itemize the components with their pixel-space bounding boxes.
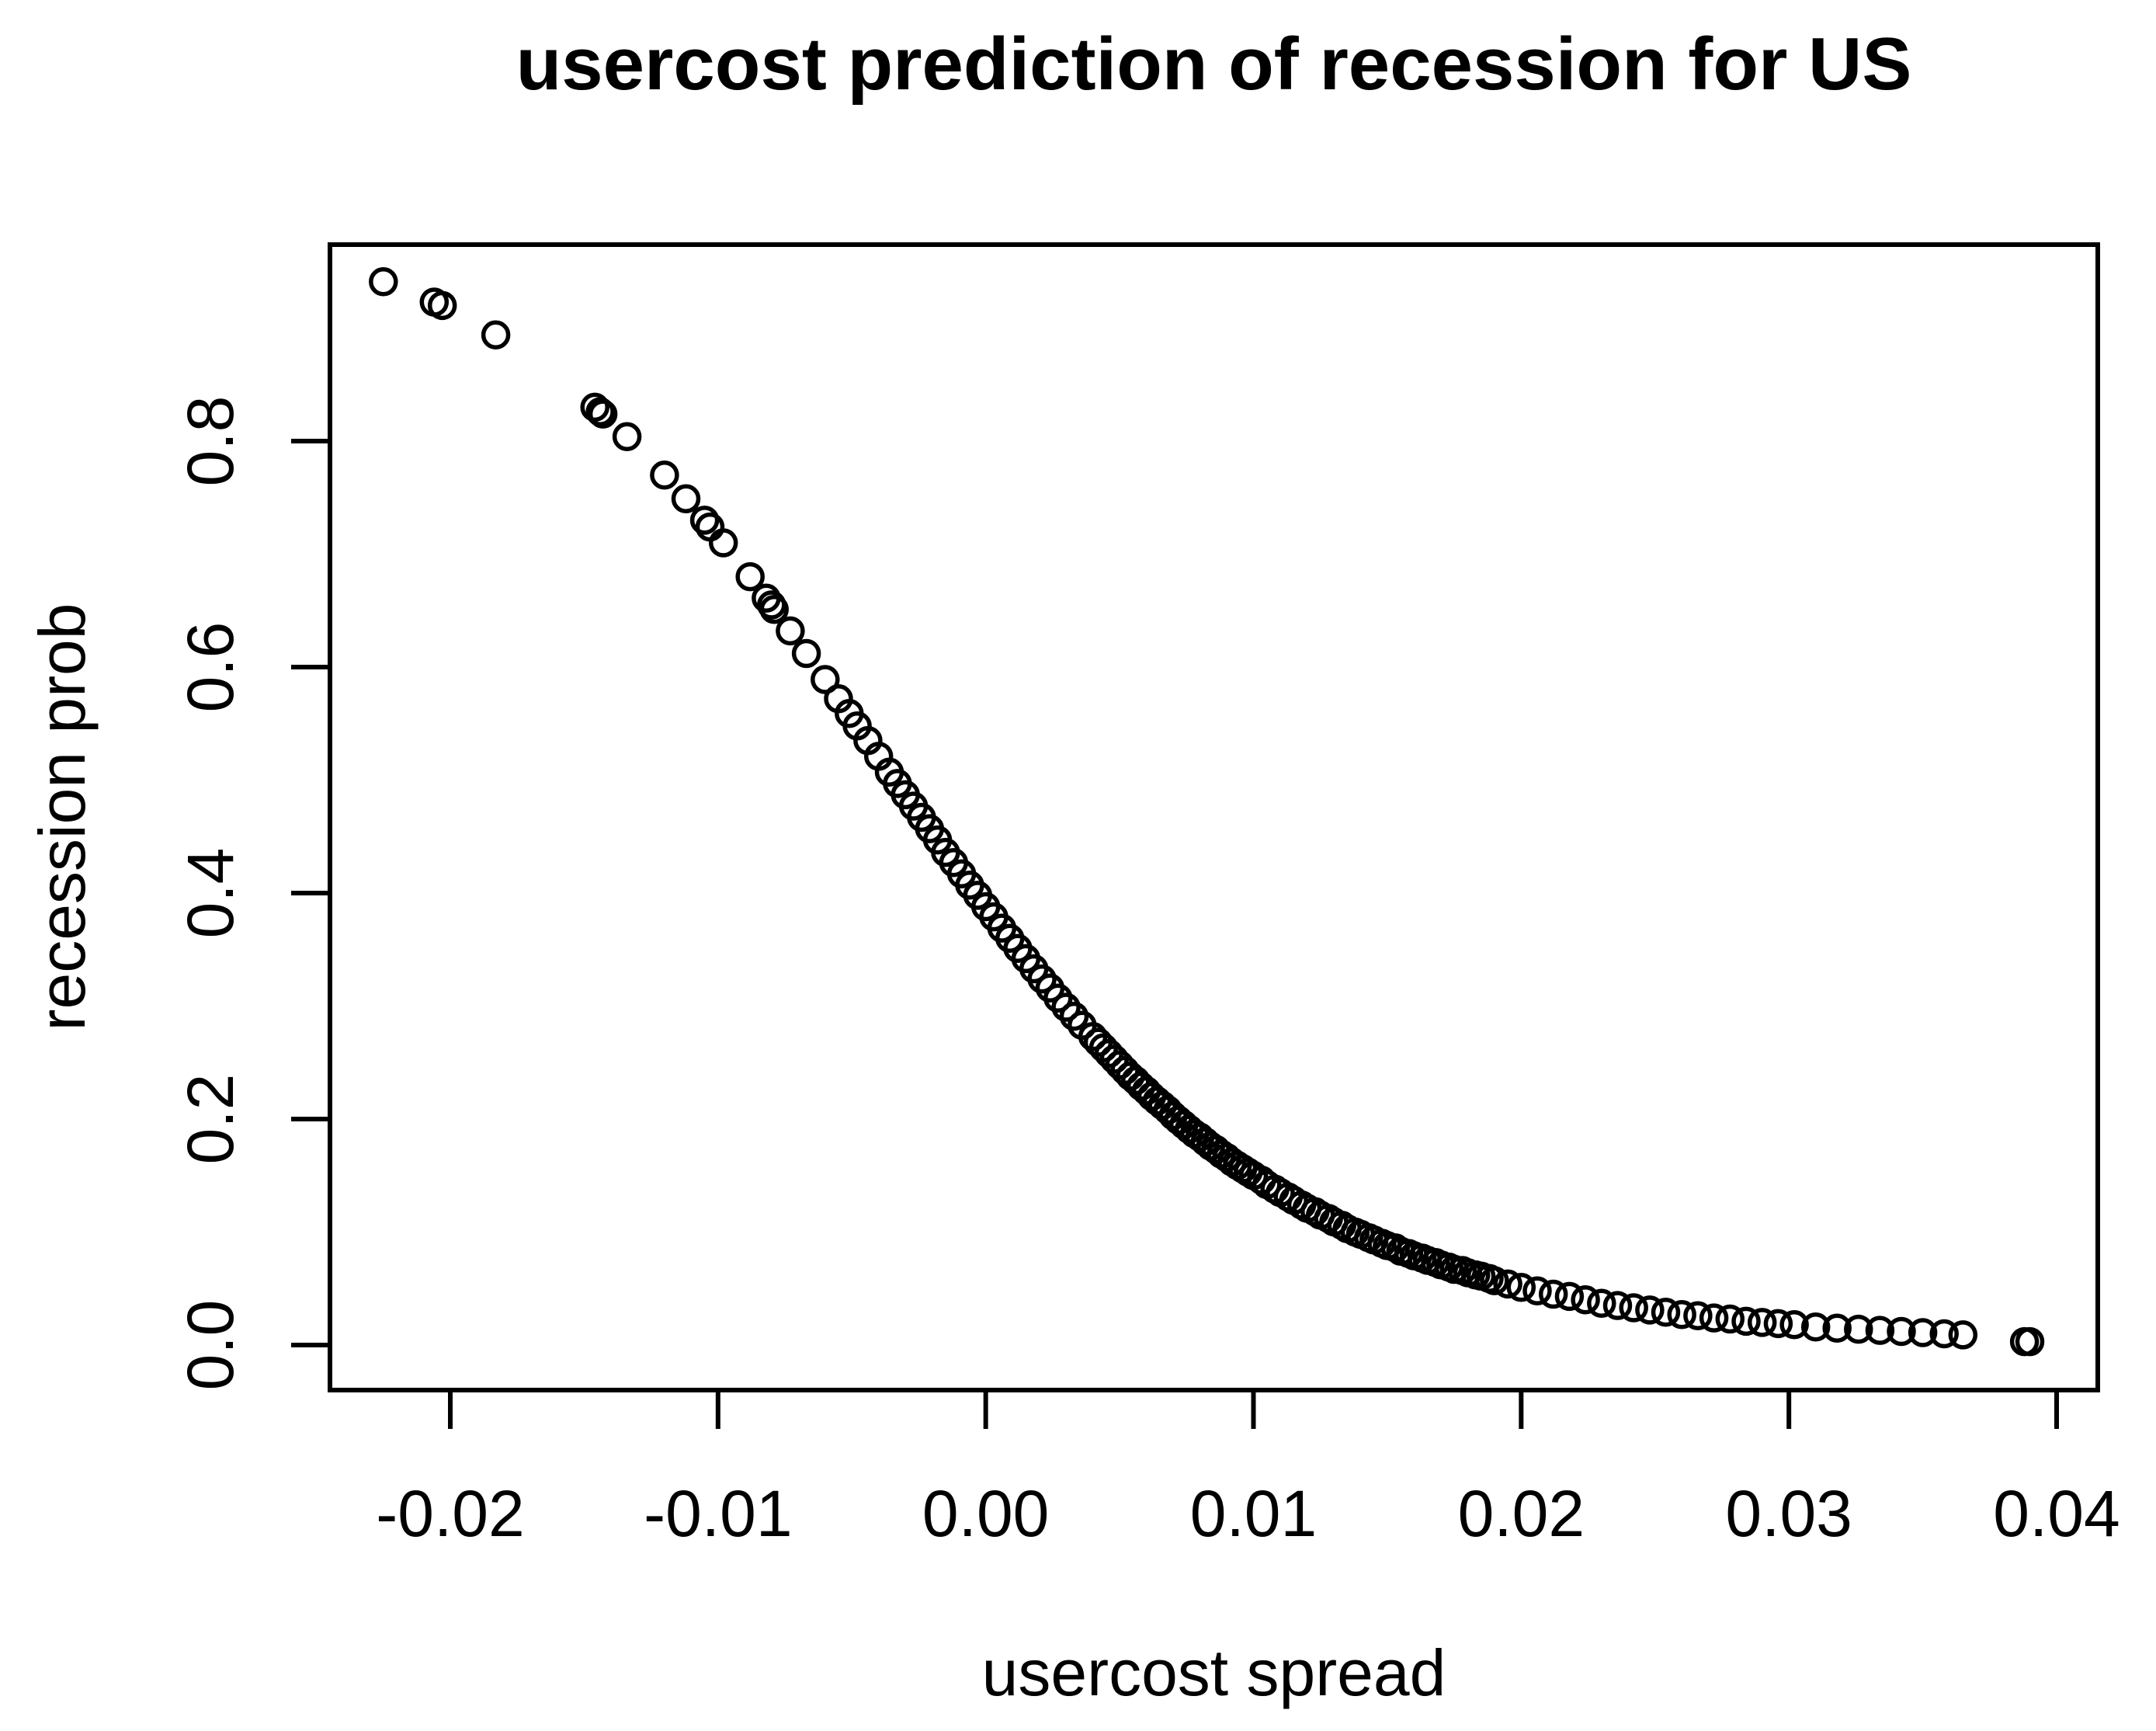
data-point [1522, 1276, 1552, 1305]
y-tick-label: 0.0 [174, 1300, 247, 1391]
data-point [1651, 1298, 1681, 1327]
y-tick-label: 0.4 [174, 848, 247, 939]
plot-frame [328, 242, 2100, 1392]
data-point [759, 595, 789, 624]
x-tick-label: -0.02 [376, 1477, 524, 1550]
data-point [427, 290, 457, 321]
data-point [1667, 1299, 1696, 1330]
x-tick-label: -0.01 [644, 1477, 792, 1550]
data-point [791, 638, 821, 669]
data-point [1043, 983, 1073, 1013]
data-point [580, 392, 609, 422]
data-point [1779, 1310, 1809, 1340]
data-point [1844, 1314, 1873, 1344]
data-point [1480, 1266, 1509, 1295]
x-tick-label: 0.02 [1458, 1477, 1585, 1550]
data-point [695, 512, 725, 542]
data-point [1929, 1319, 1959, 1349]
data-point [671, 484, 701, 513]
data-point [811, 665, 840, 694]
data-point [1731, 1306, 1761, 1336]
data-point [612, 422, 642, 451]
data-point [1635, 1295, 1665, 1325]
y-tick-label: 0.2 [174, 1074, 247, 1165]
data-point [1554, 1281, 1585, 1312]
y-tick-label: 0.6 [174, 622, 247, 713]
data-point [588, 399, 618, 429]
data-point [735, 561, 765, 592]
y-tick-label: 0.8 [174, 396, 247, 487]
data-point [1822, 1313, 1852, 1343]
data-point [1506, 1273, 1536, 1302]
data-point [1571, 1285, 1600, 1315]
data-point [2015, 1326, 2045, 1357]
data-point [1602, 1291, 1633, 1320]
data-point [1683, 1301, 1713, 1330]
data-point [1027, 964, 1057, 994]
data-point [481, 320, 511, 349]
data-point [1948, 1320, 1978, 1350]
data-point [1587, 1288, 1616, 1318]
data-point [369, 267, 398, 297]
data-point [708, 528, 738, 558]
data-point [1538, 1279, 1568, 1309]
x-tick-label: 0.03 [1725, 1477, 1852, 1550]
data-point [650, 460, 679, 490]
data-point [1887, 1316, 1916, 1347]
chart-title: usercost prediction of recession for US [516, 23, 1912, 106]
x-axis-title: usercost spread [981, 1636, 1446, 1709]
data-point [1908, 1318, 1938, 1347]
data-point [1715, 1304, 1745, 1334]
data-point [1493, 1269, 1522, 1299]
x-tick-label: 0.01 [1190, 1477, 1318, 1550]
data-point [776, 616, 805, 646]
x-tick-label: 0.00 [922, 1477, 1050, 1550]
data-point [1051, 992, 1081, 1022]
data-point [1763, 1309, 1793, 1339]
data-point [1699, 1303, 1729, 1333]
data-point [1865, 1316, 1895, 1345]
data-point [1619, 1293, 1648, 1323]
x-tick-label: 0.04 [1993, 1477, 2120, 1550]
data-point [1059, 1001, 1089, 1031]
data-point [1747, 1308, 1777, 1337]
data-point [689, 506, 720, 535]
data-point [1800, 1312, 1831, 1342]
y-axis-title: recession prob [25, 603, 99, 1031]
